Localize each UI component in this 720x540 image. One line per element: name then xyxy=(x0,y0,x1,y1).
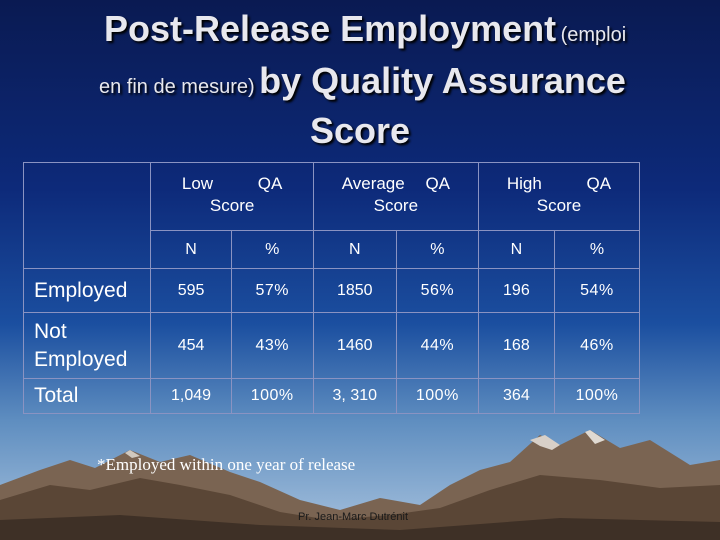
subheader-cell: % xyxy=(395,230,479,269)
title-line3-main: Score xyxy=(309,110,411,151)
author-credit: Pr. Jean-Marc Dutrénit xyxy=(298,511,409,523)
table-row: Not Employed 454 43% 1460 44% 168 46% xyxy=(22,312,641,379)
subheader-cell: N xyxy=(150,230,232,269)
table-cell: 168 xyxy=(477,312,555,379)
table-cell: 595 xyxy=(150,268,232,313)
mountain-background-image xyxy=(0,430,720,540)
group-header-average: Average QA Score xyxy=(312,162,479,231)
table-cell: 1,049 xyxy=(150,378,232,414)
table-row: Employed 595 57% 1850 56% 196 54% xyxy=(22,268,641,313)
subheader-row: N % N % N % xyxy=(24,230,641,269)
subheader-cell: N xyxy=(477,230,555,269)
row-label: Total xyxy=(22,378,152,414)
table-cell: 1850 xyxy=(312,268,397,313)
title-line2-aside: en fin de mesure) xyxy=(99,76,255,98)
table-cell: 454 xyxy=(150,312,232,379)
table-cell: 196 xyxy=(477,268,555,313)
table-cell: 56% xyxy=(395,268,479,313)
table-cell: 54% xyxy=(553,268,641,313)
group-header-high: High QA Score xyxy=(477,162,641,231)
corner-cell xyxy=(22,162,152,269)
table-cell: 100% xyxy=(230,378,314,414)
group-header-row: Low QA Score Average QA Score High QA Sc… xyxy=(22,162,641,269)
qa-employment-table: Low QA Score Average QA Score High QA Sc… xyxy=(22,162,641,414)
table-cell: 46% xyxy=(553,312,641,379)
table-cell: 364 xyxy=(477,378,555,414)
table-cell: 43% xyxy=(230,312,314,379)
table-row: Total 1,049 100% 3, 310 100% 364 100% xyxy=(22,378,641,414)
table-cell: 100% xyxy=(553,378,641,414)
footnote: *Employed within one year of release xyxy=(97,455,356,474)
subheader-cell: % xyxy=(553,230,641,269)
table-cell: 3, 310 xyxy=(312,378,397,414)
table-cell: 44% xyxy=(395,312,479,379)
subheader-cell: % xyxy=(230,230,314,269)
group-header-low: Low QA Score xyxy=(150,162,314,231)
title-line1-aside: (emploi xyxy=(560,24,627,46)
title-line2-main: by Quality Assurance xyxy=(259,60,626,101)
row-label: Employed xyxy=(22,268,152,313)
row-label: Not Employed xyxy=(22,312,152,379)
table-cell: 57% xyxy=(230,268,314,313)
subheader-cell: N xyxy=(312,230,397,269)
table-cell: 100% xyxy=(395,378,479,414)
title-line1-main: Post-Release Employment xyxy=(104,8,557,49)
table-cell: 1460 xyxy=(312,312,397,379)
